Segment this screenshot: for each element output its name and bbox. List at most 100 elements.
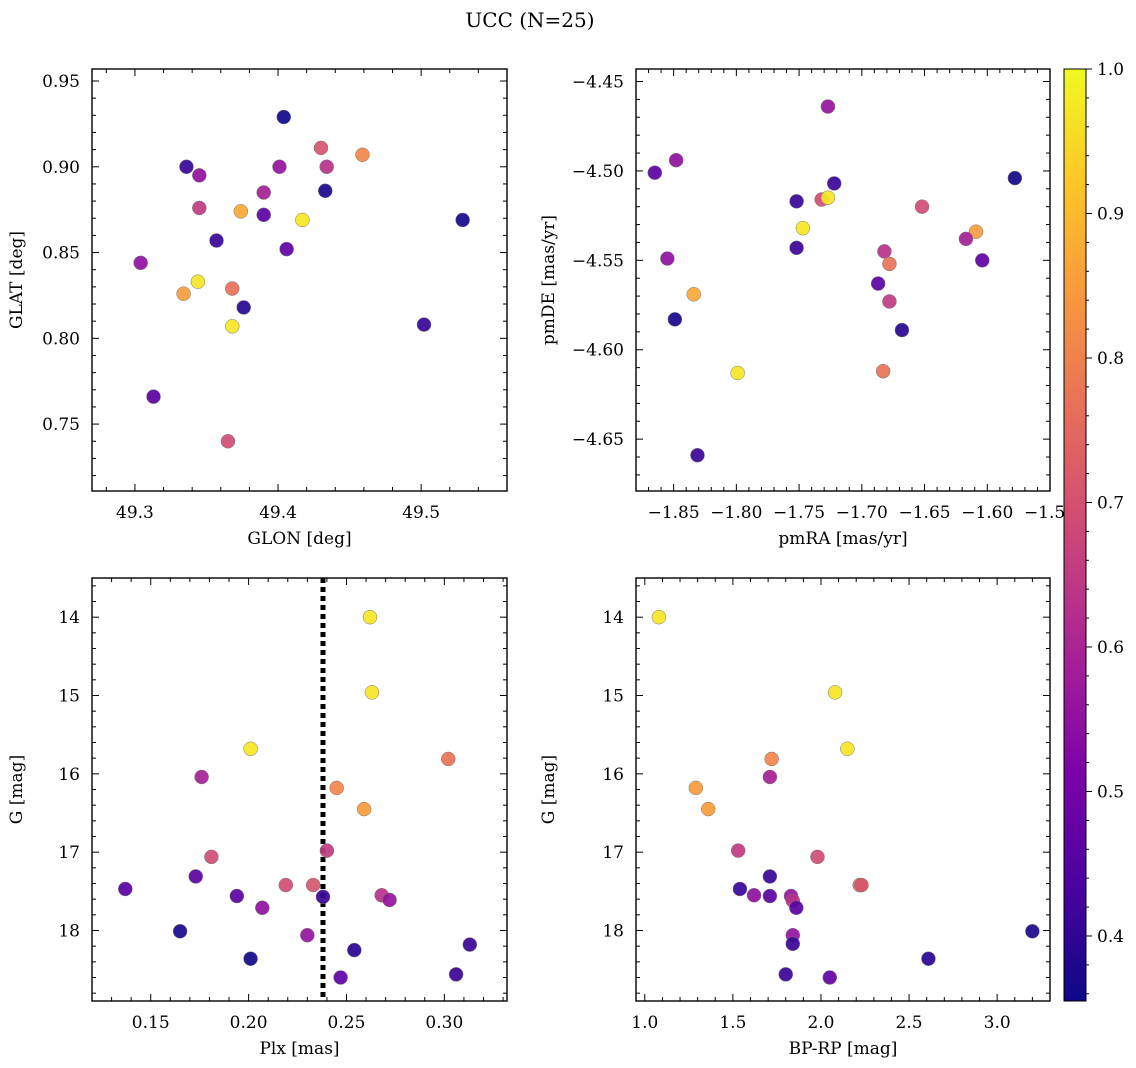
y-tick-label: −4.50 bbox=[572, 162, 624, 182]
scatter-point bbox=[688, 780, 704, 796]
scatter-point bbox=[877, 244, 892, 259]
scatter-point bbox=[318, 183, 333, 199]
scatter-point bbox=[870, 276, 886, 291]
scatter-point bbox=[233, 204, 249, 219]
scatter-point bbox=[789, 240, 804, 256]
y-tick-label: −4.65 bbox=[572, 430, 624, 450]
scatter-point bbox=[192, 168, 207, 183]
scatter-point bbox=[826, 176, 842, 191]
scatter-point bbox=[820, 99, 836, 114]
scatter-points bbox=[118, 609, 478, 985]
x-tick-label: 49.3 bbox=[116, 503, 154, 523]
axes-frame bbox=[91, 577, 508, 1002]
scatter-point bbox=[194, 769, 209, 785]
colorbar: 0.4 0.5 0.6 0.7 0.8 0.9 1.0 bbox=[1063, 60, 1124, 1002]
scatter-point bbox=[236, 300, 251, 315]
scatter-point bbox=[243, 741, 258, 757]
scatter-points bbox=[651, 609, 1040, 985]
x-tick-label: −1.70 bbox=[836, 503, 888, 523]
x-tick-label: −1.55 bbox=[1024, 503, 1076, 523]
scatter-point bbox=[315, 889, 331, 905]
axes-frame bbox=[635, 68, 1051, 492]
scatter-point bbox=[764, 751, 779, 767]
y-tick-label: 0.95 bbox=[42, 72, 80, 92]
x-tick-label: 3.0 bbox=[984, 1013, 1011, 1033]
scatter-point bbox=[224, 281, 240, 296]
scatter-point bbox=[333, 970, 348, 985]
y-tick-label: 17 bbox=[602, 843, 624, 863]
scatter-point bbox=[462, 937, 478, 952]
scatter-point bbox=[179, 159, 194, 175]
y-tick-label: 18 bbox=[58, 922, 80, 942]
x-tick-label: 0.30 bbox=[425, 1013, 463, 1033]
scatter-point bbox=[651, 609, 667, 625]
x-tick-label: 2.0 bbox=[807, 1013, 834, 1033]
scatter-point bbox=[347, 942, 362, 958]
scatter-point bbox=[730, 365, 745, 381]
colorbar-tick-label: 1.0 bbox=[1097, 60, 1124, 80]
scatter-point bbox=[647, 165, 663, 180]
x-tick-label: 49.5 bbox=[402, 503, 440, 523]
axis-ticks bbox=[91, 578, 507, 1001]
x-tick-label: 1.5 bbox=[719, 1013, 746, 1033]
axis-ticks bbox=[635, 69, 1051, 491]
scatter-point bbox=[762, 769, 778, 785]
scatter-point bbox=[762, 888, 778, 904]
scatter-point bbox=[255, 900, 270, 916]
scatter-point bbox=[295, 212, 310, 228]
scatter-point bbox=[416, 317, 432, 332]
y-tick-label: −4.45 bbox=[572, 73, 624, 93]
x-tick-label: −1.85 bbox=[648, 503, 700, 523]
scatter-point bbox=[356, 801, 372, 817]
figure-title: UCC (N=25) bbox=[465, 8, 594, 32]
scatter-point bbox=[204, 849, 219, 865]
scatter-point bbox=[300, 927, 315, 943]
y-tick-label: 0.90 bbox=[42, 158, 80, 178]
y-tick-label: 18 bbox=[602, 922, 624, 942]
colorbar-tick-label: 0.8 bbox=[1097, 349, 1124, 369]
scatter-point bbox=[732, 881, 748, 897]
scatter-point bbox=[319, 843, 335, 858]
x-tick-label: −1.75 bbox=[773, 503, 825, 523]
scatter-point bbox=[279, 241, 294, 257]
panel-glon-glat: 49.3 49.4 49.5 0.75 0.80 0.85 0.90 0.95 GLON [de… bbox=[7, 68, 508, 549]
x-axis-label: GLON [deg] bbox=[247, 529, 351, 549]
scatter-point bbox=[220, 434, 236, 449]
y-tick-label: 14 bbox=[602, 608, 624, 628]
x-tick-label: −1.65 bbox=[898, 503, 950, 523]
panel-bprp-g: 1.0 1.5 2.0 2.5 3.0 14 15 16 17 18 BP-RP [mag] G [m… bbox=[539, 577, 1051, 1059]
scatter-point bbox=[176, 286, 191, 301]
scatter-point bbox=[668, 152, 684, 168]
x-tick-label: 0.15 bbox=[132, 1013, 170, 1033]
panel-plx-g: 0.15 0.20 0.25 0.30 14 15 16 17 18 Plx [mas] G [ma… bbox=[7, 577, 508, 1059]
scatter-point bbox=[875, 363, 891, 379]
scatter-point bbox=[382, 892, 397, 908]
scatter-point bbox=[690, 447, 705, 463]
scatter-point bbox=[172, 924, 188, 939]
scatter-point bbox=[209, 233, 224, 248]
y-tick-label: 16 bbox=[58, 765, 80, 785]
scatter-point bbox=[146, 389, 161, 404]
scatter-point bbox=[822, 970, 838, 985]
scatter-point bbox=[188, 869, 203, 884]
scatter-point bbox=[686, 287, 701, 302]
axes-frame bbox=[635, 577, 1051, 1002]
scatter-point bbox=[362, 609, 378, 625]
x-axis-label: Plx [mas] bbox=[259, 1039, 339, 1059]
scatter-point bbox=[820, 190, 836, 205]
scatter-point bbox=[789, 900, 804, 916]
colorbar-tick-label: 0.6 bbox=[1097, 638, 1124, 658]
colorbar-tick-label: 0.7 bbox=[1097, 493, 1124, 513]
scatter-point bbox=[762, 869, 778, 884]
scatter-point bbox=[785, 936, 801, 952]
scatter-point bbox=[133, 255, 148, 271]
scatter-point bbox=[882, 294, 897, 309]
scatter-point bbox=[968, 224, 984, 239]
x-axis-label: pmRA [mas/yr] bbox=[778, 529, 907, 549]
colorbar-tick-label: 0.4 bbox=[1097, 927, 1124, 947]
y-tick-label: 15 bbox=[602, 687, 624, 707]
scatter-point bbox=[319, 159, 334, 175]
y-axis-label: G [mag] bbox=[539, 755, 559, 824]
axis-ticks bbox=[92, 69, 508, 491]
